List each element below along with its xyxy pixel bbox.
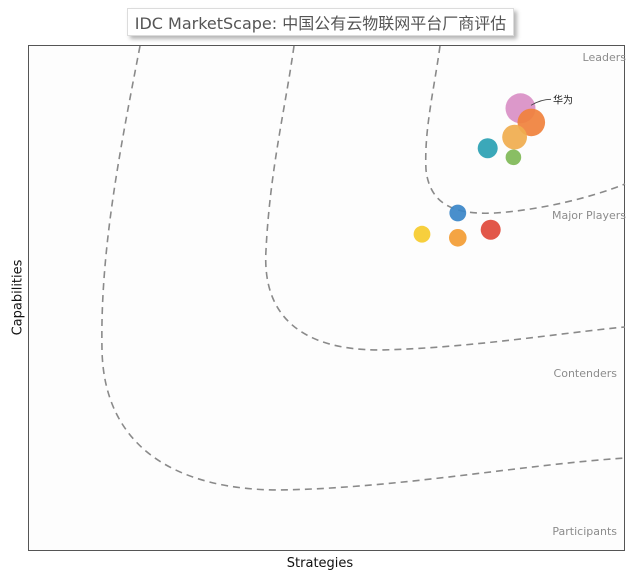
chart-title: IDC MarketScape: 中国公有云物联网平台厂商评估 xyxy=(127,8,514,36)
bubble-label: 华为 xyxy=(553,93,573,106)
vendor-bubble-6 xyxy=(449,204,467,222)
boundary-major-players xyxy=(264,45,626,351)
vendor-bubble-8 xyxy=(413,225,431,243)
zone-label-leaders: Leaders xyxy=(583,51,627,64)
vendor-bubble-3 xyxy=(502,124,527,150)
vendor-bubble-2 xyxy=(517,108,546,137)
zone-label-contenders: Contenders xyxy=(554,367,618,380)
vendor-bubble-9 xyxy=(449,229,467,247)
zone-boundaries xyxy=(101,45,626,491)
bubble-label-leader xyxy=(530,98,552,106)
zone-label-participants: Participants xyxy=(552,525,617,538)
boundary-contenders xyxy=(101,45,626,491)
vendor-bubble-7 xyxy=(480,219,501,240)
vendor-bubble-5 xyxy=(505,149,522,166)
y-axis-label: Capabilities xyxy=(10,259,26,336)
zone-label-major-players: Major Players xyxy=(552,209,626,222)
boundary-leaders xyxy=(424,45,626,215)
x-axis-label: Strategies xyxy=(286,556,354,571)
vendor-bubble-4 xyxy=(477,138,498,159)
